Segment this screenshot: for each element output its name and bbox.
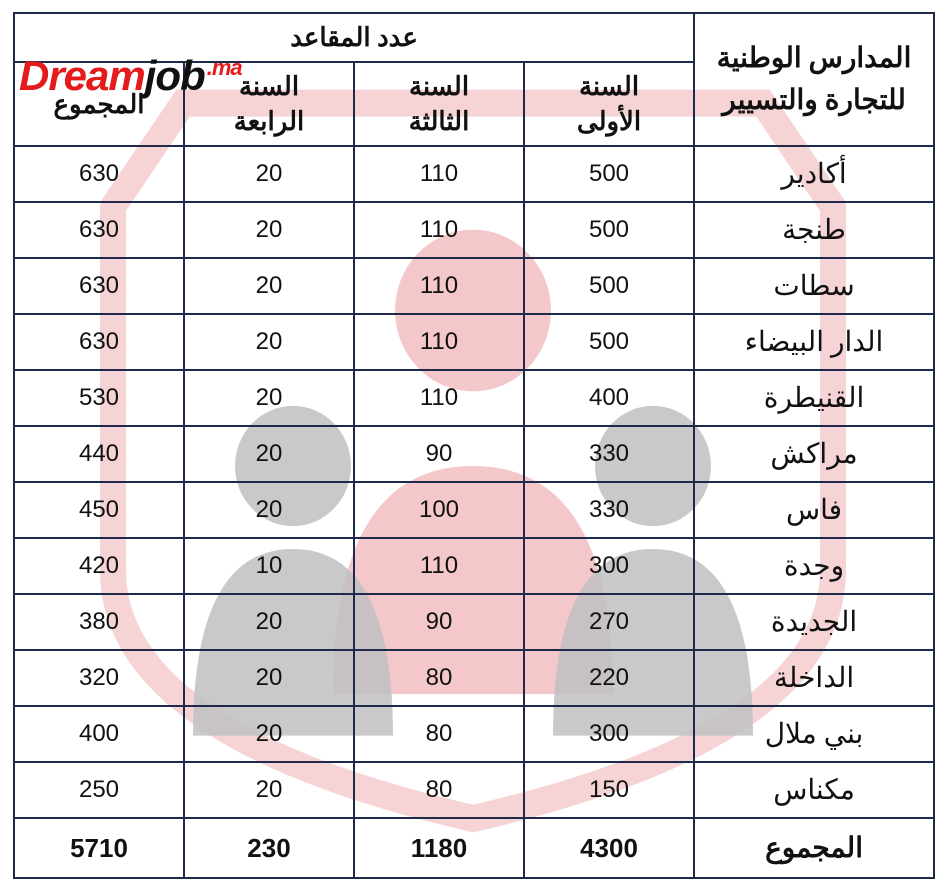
cell-y3: 110 <box>354 538 524 594</box>
header-schools-l2: للتجارة والتسيير <box>722 85 906 116</box>
cell-y4: 20 <box>184 594 354 650</box>
cell-total: 450 <box>14 482 184 538</box>
cell-y3: 110 <box>354 258 524 314</box>
cell-total: 420 <box>14 538 184 594</box>
cell-total: 320 <box>14 650 184 706</box>
cell-y3: 110 <box>354 202 524 258</box>
cell-y1: 500 <box>524 146 694 202</box>
header-year4: السنة الرابعة <box>184 62 354 146</box>
cell-total: 630 <box>14 314 184 370</box>
header-schools-l1: المدارس الوطنية <box>717 43 912 74</box>
cell-total: 250 <box>14 762 184 818</box>
table-row: 42010110300وجدة <box>14 538 934 594</box>
table-row: 2502080150مكناس <box>14 762 934 818</box>
totals-y3: 1180 <box>354 818 524 878</box>
cell-city: الدار البيضاء <box>694 314 934 370</box>
cell-y3: 110 <box>354 146 524 202</box>
table-row: 45020100330فاس <box>14 482 934 538</box>
cell-y1: 300 <box>524 538 694 594</box>
cell-y1: 500 <box>524 314 694 370</box>
table-row: 63020110500سطات <box>14 258 934 314</box>
cell-total: 630 <box>14 258 184 314</box>
cell-y3: 80 <box>354 706 524 762</box>
cell-y4: 10 <box>184 538 354 594</box>
cell-y4: 20 <box>184 146 354 202</box>
table-row: 63020110500طنجة <box>14 202 934 258</box>
header-year1: السنة الأولى <box>524 62 694 146</box>
cell-total: 400 <box>14 706 184 762</box>
header-seats-group: عدد المقاعد <box>14 13 694 62</box>
table-row: 3202080220الداخلة <box>14 650 934 706</box>
cell-total: 380 <box>14 594 184 650</box>
totals-label: المجموع <box>694 818 934 878</box>
table-row: 63020110500أكادير <box>14 146 934 202</box>
cell-y1: 150 <box>524 762 694 818</box>
table-row: 4402090330مراكش <box>14 426 934 482</box>
cell-y4: 20 <box>184 650 354 706</box>
table-row: 63020110500الدار البيضاء <box>14 314 934 370</box>
header-total: المجموع <box>14 62 184 146</box>
cell-y3: 110 <box>354 370 524 426</box>
cell-y3: 90 <box>354 426 524 482</box>
seats-table: عدد المقاعد المدارس الوطنية للتجارة والت… <box>13 12 935 879</box>
cell-city: وجدة <box>694 538 934 594</box>
totals-y4: 230 <box>184 818 354 878</box>
cell-y4: 20 <box>184 370 354 426</box>
cell-city: أكادير <box>694 146 934 202</box>
cell-y1: 330 <box>524 482 694 538</box>
cell-y3: 80 <box>354 762 524 818</box>
cell-y4: 20 <box>184 426 354 482</box>
cell-y4: 20 <box>184 202 354 258</box>
cell-y1: 500 <box>524 202 694 258</box>
cell-city: طنجة <box>694 202 934 258</box>
cell-y4: 20 <box>184 482 354 538</box>
cell-y4: 20 <box>184 314 354 370</box>
cell-city: الداخلة <box>694 650 934 706</box>
cell-y3: 100 <box>354 482 524 538</box>
cell-total: 630 <box>14 146 184 202</box>
table-row: 4002080300بني ملال <box>14 706 934 762</box>
cell-y4: 20 <box>184 706 354 762</box>
header-year3: السنة الثالثة <box>354 62 524 146</box>
cell-city: مراكش <box>694 426 934 482</box>
cell-y3: 90 <box>354 594 524 650</box>
cell-city: مكناس <box>694 762 934 818</box>
cell-y3: 80 <box>354 650 524 706</box>
cell-city: سطات <box>694 258 934 314</box>
totals-total: 5710 <box>14 818 184 878</box>
table-row: 3802090270الجديدة <box>14 594 934 650</box>
cell-y1: 500 <box>524 258 694 314</box>
cell-total: 530 <box>14 370 184 426</box>
table-row: 53020110400القنيطرة <box>14 370 934 426</box>
cell-y4: 20 <box>184 762 354 818</box>
header-schools: المدارس الوطنية للتجارة والتسيير <box>694 13 934 146</box>
cell-y1: 300 <box>524 706 694 762</box>
cell-city: القنيطرة <box>694 370 934 426</box>
cell-y1: 400 <box>524 370 694 426</box>
cell-city: بني ملال <box>694 706 934 762</box>
cell-city: فاس <box>694 482 934 538</box>
cell-total: 630 <box>14 202 184 258</box>
cell-y1: 220 <box>524 650 694 706</box>
totals-row: 5710 230 1180 4300 المجموع <box>14 818 934 878</box>
cell-city: الجديدة <box>694 594 934 650</box>
cell-y1: 330 <box>524 426 694 482</box>
cell-y1: 270 <box>524 594 694 650</box>
cell-y4: 20 <box>184 258 354 314</box>
cell-y3: 110 <box>354 314 524 370</box>
totals-y1: 4300 <box>524 818 694 878</box>
cell-total: 440 <box>14 426 184 482</box>
